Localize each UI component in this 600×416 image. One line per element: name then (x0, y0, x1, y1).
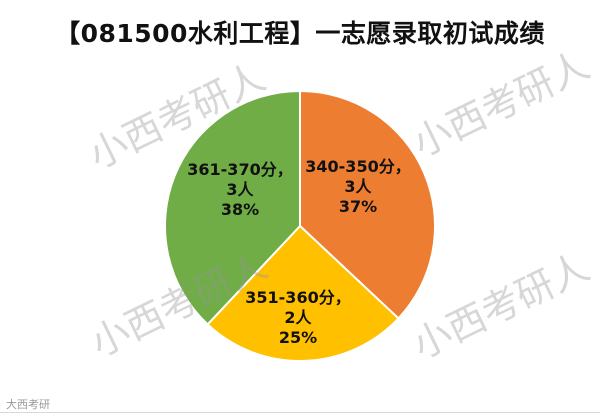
bottom-border (0, 412, 600, 413)
slice-data-label: 351-360分， 2人 25% (245, 288, 350, 347)
pie-slice (299, 89, 436, 320)
slice-data-label: 361-370分， 3人 38% (187, 160, 292, 219)
chart-title: 【081500水利工程】一志愿录取初试成绩 (55, 19, 545, 48)
slice-label-range: 340-350分， (305, 157, 410, 176)
pie-labels: 340-350分， 3人 37%351-360分， 2人 25%361-370分， 3人 3… (187, 157, 410, 347)
slice-label-range: 361-370分， (187, 160, 292, 179)
pie-slices (164, 89, 436, 362)
slice-label-count: 3人 (344, 177, 372, 196)
slice-data-label: 340-350分， 3人 37% (305, 157, 410, 216)
slice-label-count: 2人 (284, 308, 312, 327)
pie-slice (206, 224, 400, 362)
footer-watermark: 大西考研 (6, 398, 50, 411)
slice-label-percent: 25% (279, 328, 317, 347)
slice-label-count: 3人 (226, 180, 254, 199)
slice-label-range: 351-360分， (245, 288, 350, 307)
slice-label-percent: 37% (339, 197, 377, 216)
slice-label-percent: 38% (221, 200, 259, 219)
pie-slice (164, 89, 301, 326)
